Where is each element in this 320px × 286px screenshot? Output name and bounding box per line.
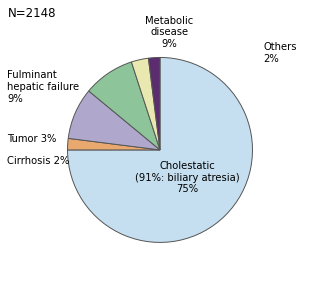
Text: Metabolic
disease
9%: Metabolic disease 9% — [145, 16, 193, 49]
Text: Cholestatic
(91%: biliary atresia)
75%: Cholestatic (91%: biliary atresia) 75% — [135, 161, 240, 194]
Text: Cirrhosis 2%: Cirrhosis 2% — [7, 156, 70, 166]
Wedge shape — [132, 58, 160, 150]
Text: Others
2%: Others 2% — [264, 42, 297, 63]
Wedge shape — [68, 91, 160, 150]
Text: Fulminant
hepatic failure
9%: Fulminant hepatic failure 9% — [7, 70, 80, 104]
Wedge shape — [68, 138, 160, 150]
Text: Tumor 3%: Tumor 3% — [7, 134, 57, 144]
Text: N=2148: N=2148 — [7, 7, 56, 19]
Wedge shape — [148, 57, 160, 150]
Wedge shape — [89, 62, 160, 150]
Wedge shape — [68, 57, 252, 243]
